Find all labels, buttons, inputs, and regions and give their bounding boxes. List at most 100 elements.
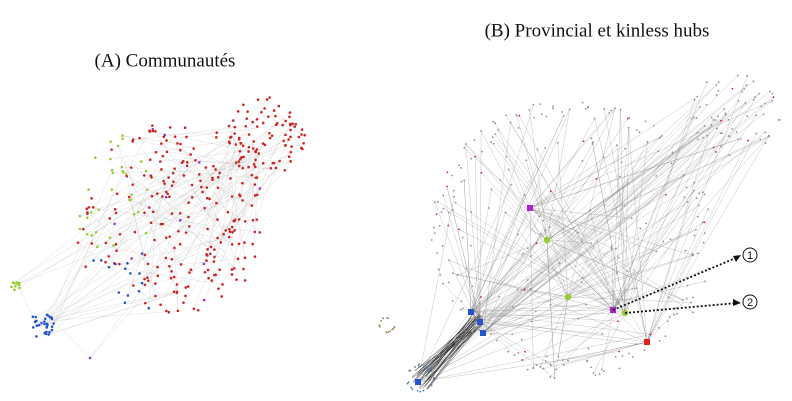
node	[247, 165, 250, 169]
node	[461, 307, 464, 310]
node	[104, 260, 107, 264]
node	[186, 161, 189, 164]
edge	[529, 135, 662, 209]
edge	[180, 213, 235, 269]
node	[140, 281, 144, 285]
node	[562, 363, 565, 366]
node	[664, 335, 667, 338]
edge	[87, 212, 117, 235]
edges	[11, 75, 774, 390]
node	[146, 262, 150, 266]
node	[610, 109, 613, 112]
node	[760, 105, 763, 108]
nodes	[10, 74, 781, 393]
node	[151, 124, 154, 127]
node	[160, 142, 163, 145]
node	[236, 110, 240, 113]
edge	[470, 154, 730, 313]
node	[218, 171, 221, 175]
node	[624, 147, 627, 150]
node	[159, 222, 163, 226]
node	[167, 310, 171, 314]
node	[727, 135, 730, 137]
node	[247, 150, 250, 153]
node	[505, 155, 508, 158]
node	[275, 122, 279, 125]
node	[205, 196, 209, 200]
node	[256, 98, 260, 101]
edge	[505, 212, 569, 298]
node	[553, 377, 556, 380]
edge	[474, 309, 614, 312]
node	[754, 96, 756, 98]
node	[544, 146, 547, 149]
node	[707, 208, 710, 211]
node	[130, 257, 133, 260]
node	[422, 389, 425, 392]
node	[387, 331, 390, 334]
node	[512, 306, 514, 308]
node	[464, 143, 467, 145]
edge	[546, 108, 616, 241]
node	[710, 116, 713, 119]
node	[226, 210, 230, 214]
node	[252, 163, 256, 166]
node	[543, 229, 546, 232]
node	[147, 206, 151, 209]
node	[89, 211, 93, 214]
node	[586, 359, 589, 362]
node	[693, 234, 696, 237]
node	[214, 168, 217, 171]
node	[274, 114, 277, 118]
edge	[33, 291, 178, 328]
node	[716, 127, 718, 130]
edge	[529, 207, 579, 233]
node	[202, 298, 206, 302]
node	[237, 164, 241, 168]
node	[591, 142, 594, 145]
node	[489, 333, 492, 336]
edge	[479, 321, 555, 379]
node	[165, 309, 168, 313]
edge	[476, 207, 531, 319]
node	[437, 268, 440, 271]
node	[517, 127, 520, 129]
node	[682, 174, 685, 176]
node	[235, 278, 238, 281]
edge	[425, 317, 474, 377]
node	[144, 231, 148, 235]
node	[435, 213, 438, 216]
edge	[207, 163, 264, 199]
node	[705, 81, 708, 84]
node	[221, 283, 224, 286]
node	[115, 249, 118, 253]
node	[504, 114, 507, 117]
node	[14, 285, 17, 288]
edge	[36, 246, 98, 326]
edge	[416, 328, 472, 377]
node	[507, 350, 510, 353]
node	[671, 151, 674, 154]
node	[453, 195, 455, 198]
node	[160, 168, 163, 171]
node	[737, 99, 740, 102]
node	[35, 324, 39, 327]
edge	[546, 118, 628, 241]
node	[598, 373, 601, 376]
edge	[422, 316, 483, 376]
hub	[415, 379, 421, 385]
node	[735, 131, 738, 134]
node	[628, 352, 630, 355]
edge	[174, 136, 228, 213]
node	[589, 242, 592, 244]
node	[94, 156, 97, 160]
node	[590, 366, 593, 369]
edge	[426, 314, 473, 381]
edge	[108, 236, 230, 268]
node	[473, 139, 476, 142]
node	[727, 119, 730, 121]
node	[227, 140, 231, 144]
node	[759, 138, 762, 141]
edge	[529, 107, 616, 209]
node	[250, 204, 254, 207]
